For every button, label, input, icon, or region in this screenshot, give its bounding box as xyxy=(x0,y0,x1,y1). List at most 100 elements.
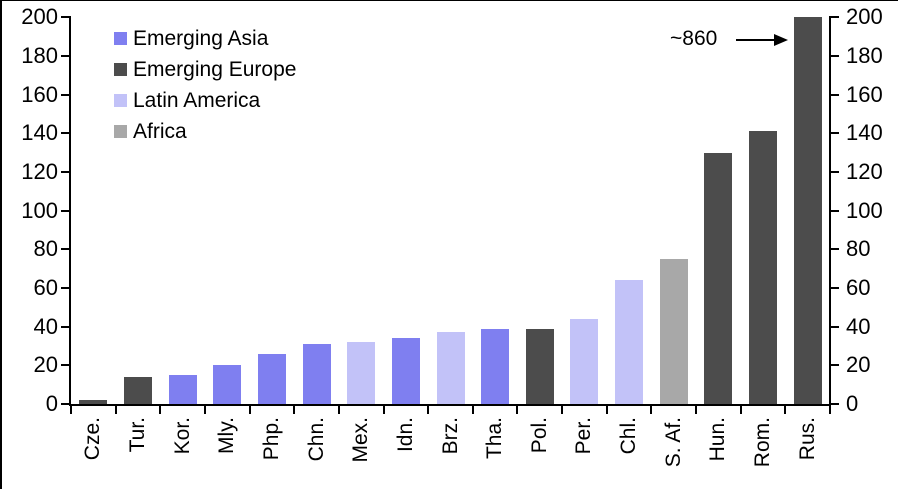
y-tick-left xyxy=(61,54,69,57)
bar-brz xyxy=(436,332,465,404)
bar-tha xyxy=(481,328,510,404)
legend-swatch-icon xyxy=(114,63,127,76)
y-tick-left xyxy=(61,16,69,19)
bar-idn xyxy=(391,338,420,404)
x-tick xyxy=(382,406,385,414)
x-tick xyxy=(605,406,608,414)
x-tick xyxy=(337,406,340,414)
bar-hun xyxy=(704,152,733,404)
y-tick-label: 180 xyxy=(21,42,58,68)
legend-item: Emerging Europe xyxy=(114,54,296,85)
y-tick-right xyxy=(831,93,839,96)
annotation-arrow-icon xyxy=(736,34,788,46)
y-tick-left xyxy=(61,403,69,405)
y-tick-left xyxy=(61,132,69,135)
bar-per xyxy=(570,318,599,404)
y-tick-label: 0 xyxy=(45,391,58,416)
y-tick-right xyxy=(831,54,839,57)
y-tick-label: 100 xyxy=(846,197,883,223)
bar-chn xyxy=(302,344,331,404)
x-tick xyxy=(293,406,296,414)
x-tick-label: Chl. xyxy=(617,417,641,455)
legend-label: Latin America xyxy=(133,89,261,112)
legend-swatch-icon xyxy=(114,94,127,107)
y-tick-label: 160 xyxy=(21,81,58,107)
y-axis-right xyxy=(829,16,831,406)
x-tick xyxy=(829,406,831,414)
x-tick xyxy=(203,406,206,414)
x-tick xyxy=(516,406,519,414)
x-tick-label: Brz. xyxy=(438,417,462,455)
y-tick-right xyxy=(831,16,839,19)
bar-pol xyxy=(525,328,554,404)
y-tick-label: 0 xyxy=(846,391,859,416)
y-tick-label: 80 xyxy=(33,236,58,262)
y-axis-left xyxy=(69,16,71,406)
y-tick-left xyxy=(61,209,69,212)
legend-label: Africa xyxy=(133,120,187,143)
y-tick-left xyxy=(61,93,69,96)
y-tick-right xyxy=(831,170,839,173)
x-tick xyxy=(739,406,742,414)
y-tick-label: 120 xyxy=(846,158,883,184)
x-tick xyxy=(114,406,117,414)
x-tick xyxy=(471,406,474,414)
x-tick-label: Hun. xyxy=(706,417,730,462)
legend-label: Emerging Asia xyxy=(133,27,269,50)
y-tick-label: 140 xyxy=(21,120,58,146)
y-tick-left xyxy=(61,170,69,173)
y-tick-label: 80 xyxy=(846,236,871,262)
x-tick xyxy=(70,406,72,414)
y-tick-left xyxy=(61,286,69,289)
y-tick-label: 120 xyxy=(21,158,58,184)
y-tick-label: 100 xyxy=(21,197,58,223)
bar-chl xyxy=(615,280,644,404)
y-tick-left xyxy=(61,248,69,251)
x-tick xyxy=(695,406,698,414)
x-tick-label: Rom. xyxy=(751,417,775,468)
x-tick-label: Per. xyxy=(572,417,596,455)
bar-php xyxy=(257,353,286,404)
x-tick-label: Php. xyxy=(259,417,283,461)
y-tick-label: 40 xyxy=(33,313,58,339)
y-tick-label: 140 xyxy=(846,120,883,146)
y-tick-left xyxy=(61,325,69,328)
x-tick-label: Rus. xyxy=(795,417,819,461)
legend-swatch-icon xyxy=(114,32,127,45)
y-tick-right xyxy=(831,132,839,135)
x-tick-label: Mex. xyxy=(349,417,373,463)
y-tick-right xyxy=(831,209,839,212)
x-tick-label: Chn. xyxy=(304,417,328,462)
bar-tur xyxy=(123,376,152,404)
x-tick xyxy=(159,406,162,414)
bar-cze xyxy=(79,400,108,404)
x-tick-label: Tha. xyxy=(483,417,507,460)
y-tick-left xyxy=(61,364,69,367)
legend-item: Latin America xyxy=(114,85,296,116)
legend-item: Africa xyxy=(114,116,296,147)
y-tick-right xyxy=(831,248,839,251)
x-tick xyxy=(650,406,653,414)
y-tick-right xyxy=(831,364,839,367)
bar-kor xyxy=(168,374,197,404)
y-tick-label: 200 xyxy=(21,4,58,30)
bar-mly xyxy=(213,365,242,404)
x-tick xyxy=(427,406,430,414)
x-tick xyxy=(561,406,564,414)
y-tick-label: 60 xyxy=(846,274,871,300)
x-tick-label: Cze. xyxy=(81,417,105,461)
x-tick-label: Pol. xyxy=(527,417,551,454)
legend-label: Emerging Europe xyxy=(133,58,297,81)
bar-rus xyxy=(793,17,822,404)
x-tick-label: S. Af. xyxy=(661,417,685,468)
x-tick-label: Tur. xyxy=(125,417,149,453)
y-tick-right xyxy=(831,403,839,405)
y-tick-label: 200 xyxy=(846,4,883,30)
y-tick-label: 160 xyxy=(846,81,883,107)
y-tick-label: 20 xyxy=(33,352,58,378)
x-tick xyxy=(248,406,251,414)
legend-item: Emerging Asia xyxy=(114,23,296,54)
y-tick-label: 20 xyxy=(846,352,871,378)
y-tick-label: 60 xyxy=(33,274,58,300)
